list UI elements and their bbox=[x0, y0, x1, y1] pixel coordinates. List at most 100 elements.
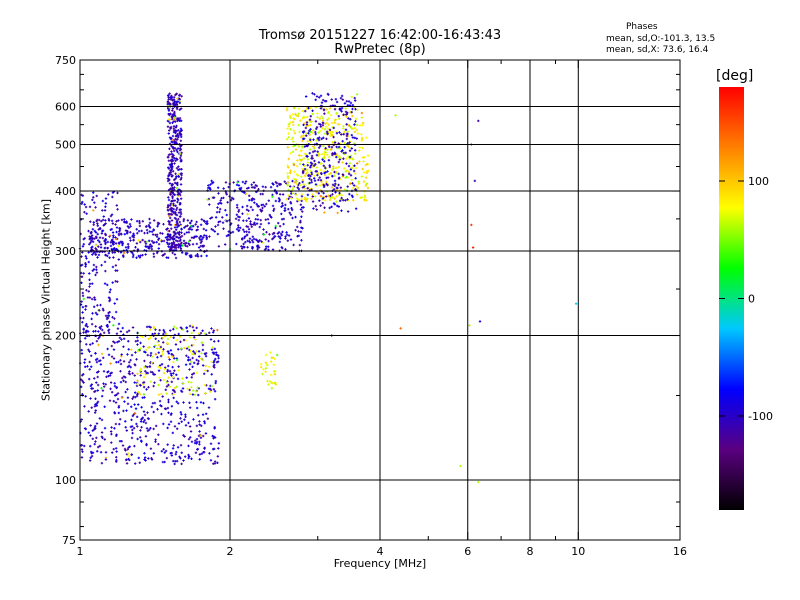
data-point bbox=[226, 201, 229, 204]
data-point bbox=[278, 224, 282, 228]
data-point bbox=[99, 227, 102, 231]
data-point bbox=[134, 246, 137, 249]
data-point bbox=[240, 238, 244, 241]
data-point bbox=[323, 112, 326, 115]
data-point bbox=[152, 384, 155, 388]
data-point bbox=[278, 193, 282, 196]
data-point bbox=[329, 113, 333, 117]
data-point bbox=[316, 173, 319, 177]
data-point bbox=[309, 138, 312, 142]
data-point bbox=[95, 422, 99, 425]
data-point bbox=[354, 117, 358, 121]
data-point bbox=[354, 185, 358, 188]
data-point bbox=[253, 221, 256, 225]
data-point bbox=[198, 430, 201, 433]
data-point bbox=[277, 200, 281, 203]
data-point bbox=[177, 135, 180, 139]
data-point bbox=[152, 452, 155, 455]
data-point bbox=[244, 240, 247, 244]
data-point bbox=[201, 364, 205, 367]
data-point bbox=[121, 243, 124, 247]
data-point bbox=[295, 173, 299, 176]
data-point bbox=[180, 95, 183, 98]
data-point bbox=[157, 383, 160, 387]
data-point bbox=[168, 121, 172, 125]
data-point bbox=[333, 179, 337, 183]
data-point bbox=[179, 145, 182, 148]
data-point bbox=[188, 392, 192, 396]
data-point bbox=[127, 457, 130, 461]
data-point bbox=[101, 218, 105, 222]
data-point bbox=[250, 199, 254, 202]
data-point bbox=[299, 208, 303, 211]
data-point bbox=[151, 233, 155, 236]
data-point bbox=[91, 437, 94, 441]
data-point bbox=[179, 236, 182, 239]
data-point bbox=[314, 132, 317, 136]
colorbar-label: [deg] bbox=[716, 68, 753, 84]
data-point bbox=[125, 409, 128, 412]
data-point bbox=[147, 428, 151, 432]
data-point bbox=[204, 354, 208, 358]
data-point bbox=[259, 192, 262, 196]
data-point bbox=[190, 331, 193, 335]
data-point bbox=[178, 131, 181, 135]
data-point bbox=[355, 93, 359, 96]
data-point bbox=[143, 418, 146, 422]
data-point bbox=[213, 347, 217, 351]
data-point bbox=[145, 325, 149, 329]
data-point bbox=[353, 126, 357, 130]
data-point bbox=[183, 232, 186, 236]
data-point bbox=[313, 159, 316, 163]
data-point bbox=[142, 375, 146, 379]
data-point bbox=[94, 440, 97, 443]
data-point bbox=[165, 456, 169, 460]
data-point bbox=[184, 242, 187, 245]
data-point bbox=[82, 237, 85, 241]
data-point bbox=[316, 150, 319, 153]
data-point bbox=[353, 130, 357, 134]
data-point bbox=[343, 130, 346, 134]
data-point bbox=[85, 289, 88, 292]
data-point bbox=[189, 224, 193, 228]
data-point bbox=[115, 220, 118, 223]
data-point bbox=[245, 204, 249, 208]
data-point bbox=[319, 168, 322, 172]
data-point bbox=[141, 253, 144, 257]
data-point bbox=[337, 145, 341, 149]
data-point bbox=[355, 193, 359, 196]
data-point bbox=[115, 393, 118, 396]
data-point bbox=[90, 322, 94, 326]
data-point bbox=[200, 240, 203, 243]
data-point bbox=[321, 119, 325, 122]
data-point bbox=[330, 168, 334, 171]
data-point bbox=[102, 370, 106, 373]
data-point bbox=[95, 339, 99, 343]
data-point bbox=[179, 172, 182, 175]
data-point bbox=[189, 430, 193, 433]
data-point bbox=[245, 234, 249, 237]
data-point bbox=[94, 358, 98, 362]
data-point bbox=[311, 92, 314, 95]
data-point bbox=[94, 273, 97, 277]
data-point bbox=[122, 251, 126, 255]
data-point bbox=[121, 326, 124, 330]
data-point bbox=[205, 234, 208, 238]
data-point bbox=[171, 186, 174, 189]
x-tick-label: 10 bbox=[571, 545, 585, 558]
data-point bbox=[136, 232, 139, 235]
data-point bbox=[112, 399, 115, 403]
data-point bbox=[264, 185, 267, 189]
data-point bbox=[115, 332, 119, 335]
data-point bbox=[348, 146, 351, 149]
data-point bbox=[325, 121, 329, 125]
data-point bbox=[320, 101, 324, 104]
data-point bbox=[354, 120, 357, 123]
data-point bbox=[292, 140, 295, 143]
data-point bbox=[287, 207, 290, 211]
data-point bbox=[82, 316, 85, 320]
x-tick-label: 4 bbox=[377, 545, 384, 558]
data-point bbox=[254, 184, 257, 187]
data-point bbox=[88, 282, 92, 286]
data-point bbox=[252, 237, 256, 241]
